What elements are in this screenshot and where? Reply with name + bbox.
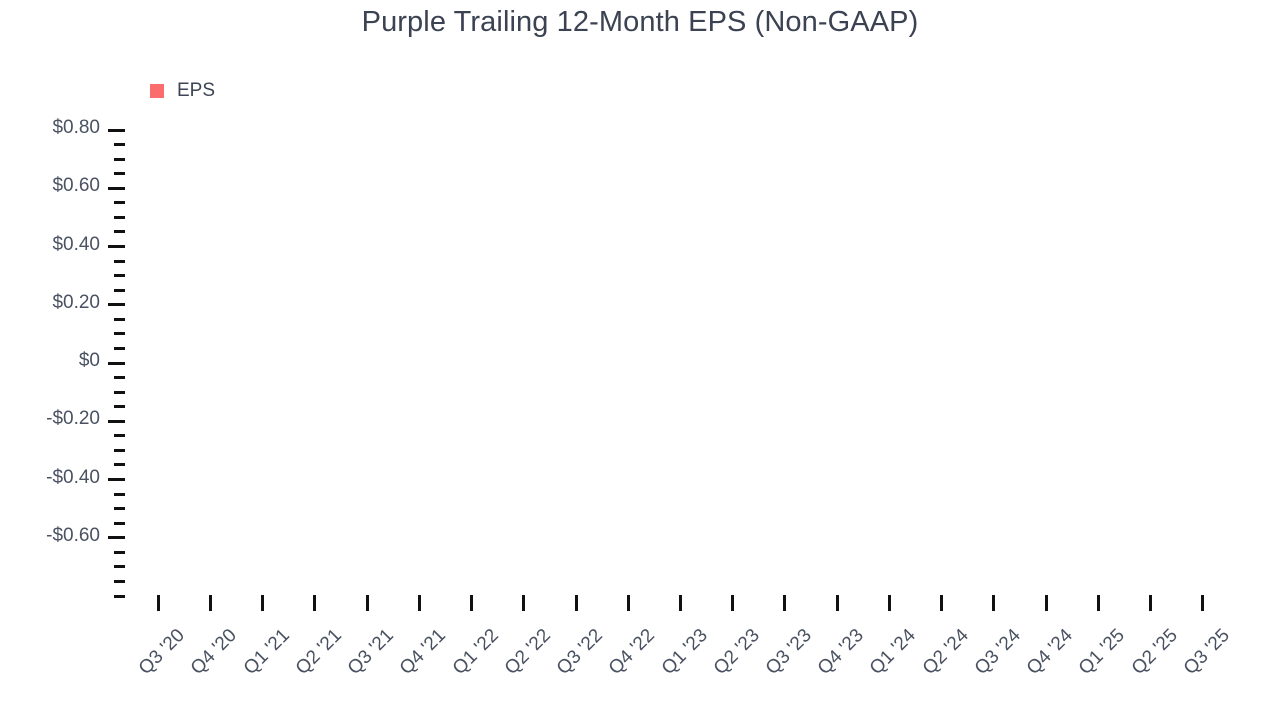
x-axis-tick <box>887 595 891 611</box>
y-axis-minor-tick <box>114 448 125 452</box>
y-axis-minor-tick <box>114 565 125 569</box>
y-axis-minor-tick <box>114 507 125 511</box>
x-axis-tick <box>208 595 212 611</box>
y-axis-tick-label: $0.40 <box>52 233 100 255</box>
legend-swatch-eps <box>150 84 164 98</box>
chart-title: Purple Trailing 12-Month EPS (Non-GAAP) <box>361 6 919 38</box>
y-axis-minor-tick <box>114 274 125 278</box>
x-axis-tick <box>835 595 839 611</box>
y-axis-minor-tick <box>114 434 125 438</box>
x-axis-tick <box>1149 595 1153 611</box>
y-axis-minor-tick <box>114 550 125 554</box>
x-axis-tick <box>1201 595 1205 611</box>
y-axis-tick-label: -$0.20 <box>46 408 100 430</box>
y-axis-tick-label: $0.20 <box>52 291 100 313</box>
y-axis-tick-label: $0.80 <box>52 117 100 138</box>
y-axis-major-tick <box>108 303 125 307</box>
legend-label-eps: EPS <box>177 80 216 101</box>
x-axis-tick <box>679 595 682 611</box>
y-axis-minor-tick <box>114 332 125 336</box>
x-axis-tick <box>992 595 996 611</box>
y-axis-major-tick <box>108 478 125 481</box>
y-axis-tick-label: $0.60 <box>52 175 100 197</box>
y-axis-minor-tick <box>114 143 125 147</box>
x-axis-tick <box>261 595 265 611</box>
y-axis-major-tick <box>108 536 125 540</box>
y-axis-major-tick <box>108 245 125 248</box>
x-axis-tick <box>470 595 474 611</box>
y-axis-minor-tick <box>114 594 125 598</box>
chart-legend: EPS <box>150 80 215 102</box>
y-axis-minor-tick <box>114 157 125 161</box>
x-axis-tick <box>156 595 160 611</box>
y-axis-minor-tick <box>114 346 125 350</box>
y-axis-minor-tick <box>114 215 125 219</box>
x-axis-tick <box>1096 595 1100 611</box>
y-axis-minor-tick <box>114 201 125 205</box>
y-axis-tick-label: -$0.60 <box>46 524 100 546</box>
y-axis-minor-tick <box>114 317 125 321</box>
x-axis-tick <box>626 595 630 611</box>
y-axis-minor-tick <box>114 521 125 525</box>
x-axis-tick <box>783 595 787 611</box>
x-axis-tick <box>365 595 369 611</box>
y-axis-major-tick <box>108 128 125 132</box>
x-axis-tick <box>313 595 317 611</box>
y-axis-minor-tick <box>114 579 125 583</box>
y-axis-tick-label: $0 <box>78 350 100 371</box>
y-axis-minor-tick <box>114 230 125 234</box>
y-axis-minor-tick <box>114 390 125 394</box>
y-axis-minor-tick <box>114 405 125 409</box>
y-axis-major-tick <box>108 186 125 190</box>
y-axis-minor-tick <box>114 172 125 176</box>
x-axis-tick <box>731 595 735 611</box>
x-axis-tick <box>940 595 944 611</box>
y-axis-minor-tick <box>114 288 125 292</box>
x-axis-tick <box>574 595 578 611</box>
y-axis-tick-label: -$0.40 <box>46 466 100 488</box>
x-axis-tick <box>417 595 421 611</box>
y-axis-major-tick <box>108 361 125 365</box>
y-axis-major-tick <box>108 419 125 423</box>
y-axis-minor-tick <box>114 492 125 496</box>
x-axis-tick <box>1044 595 1048 611</box>
x-axis-tick <box>522 595 526 611</box>
y-axis-minor-tick <box>114 259 125 263</box>
y-axis-minor-tick <box>114 376 125 380</box>
y-axis-minor-tick <box>114 463 125 467</box>
